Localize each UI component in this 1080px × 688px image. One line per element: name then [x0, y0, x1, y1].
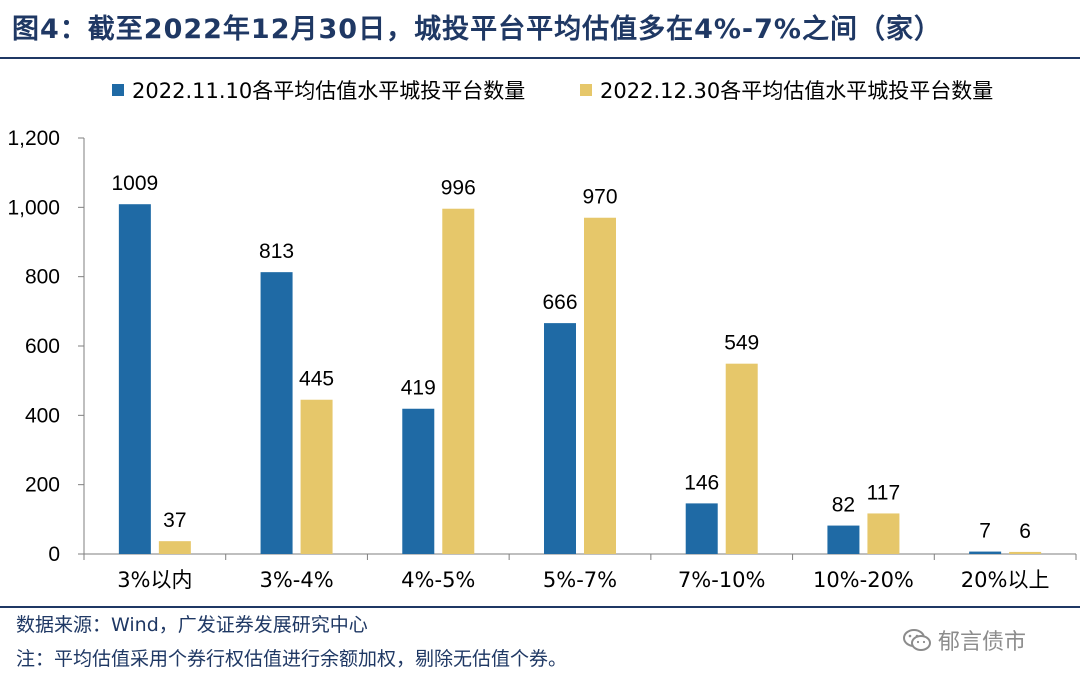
bar-dec30	[584, 217, 616, 554]
bar-nov10	[402, 408, 435, 554]
bar-chart: 2022.11.10各平均估值水平城投平台数量 2022.12.30各平均估值水平…	[7, 79, 1077, 592]
figure-title: 图4：截至2022年12月30日，城投平台平均估值多在4%-7%之间（家）	[12, 14, 942, 45]
footnote: 注：平均估值采用个券行权估值进行余额加权，剔除无估值个券。	[16, 648, 568, 670]
data-label: 146	[684, 471, 719, 494]
bar-nov10	[118, 204, 151, 555]
y-tick-label: 400	[25, 404, 60, 427]
data-label: 970	[582, 186, 617, 209]
data-label: 7	[979, 520, 991, 543]
bar-nov10	[544, 323, 576, 554]
data-label: 813	[259, 240, 294, 263]
footer-rule	[0, 606, 1080, 608]
y-axis: 0 200 400 600 800 1,000 1,200	[7, 127, 85, 566]
x-tick-label: 10%-20%	[813, 568, 914, 592]
data-label: 445	[299, 368, 334, 391]
y-tick-label: 600	[25, 335, 60, 358]
data-label: 1009	[111, 172, 158, 195]
data-labels: 1009 813 419 666 146 82 7 37 445 996 970 549 117 6	[111, 172, 1030, 543]
wechat-icon	[903, 629, 931, 651]
x-tick-label: 20%以上	[961, 568, 1050, 592]
legend-swatch-2	[580, 84, 592, 96]
data-label: 82	[832, 494, 855, 517]
watermark-text: 郁言债市	[938, 630, 1027, 655]
x-axis: 3%以内 3%-4% 4%-5% 5%-7% 7%-10% 10%-20% 20%以上	[83, 553, 1077, 592]
bar-nov10	[827, 525, 860, 554]
bar-nov10	[685, 503, 718, 554]
y-tick-label: 0	[48, 543, 60, 566]
y-tick-label: 200	[25, 474, 60, 497]
y-tick-label: 800	[25, 266, 60, 289]
x-tick-label: 7%-10%	[678, 568, 766, 592]
bar-dec30	[867, 513, 900, 554]
x-tick-label: 3%-4%	[259, 568, 333, 592]
y-tick-label: 1,000	[7, 196, 60, 219]
data-label: 6	[1019, 520, 1031, 543]
bar-dec30	[1009, 551, 1042, 554]
bar-dec30	[158, 541, 191, 554]
legend-swatch-1	[112, 84, 124, 96]
x-tick-label: 5%-7%	[543, 568, 617, 592]
source-note: 数据来源：Wind，广发证券发展研究中心	[16, 614, 368, 636]
chart-legend: 2022.11.10各平均估值水平城投平台数量 2022.12.30各平均估值水平…	[112, 79, 993, 103]
data-label: 996	[441, 177, 476, 200]
bar-dec30	[725, 363, 758, 554]
bar-dec30	[300, 399, 333, 554]
data-label: 666	[542, 291, 577, 314]
bar-series	[118, 204, 1042, 555]
bar-nov10	[260, 272, 293, 554]
watermark: 郁言债市	[902, 624, 1026, 656]
bar-dec30	[442, 208, 475, 554]
y-tick-label: 1,200	[7, 127, 60, 150]
legend-label-2: 2022.12.30各平均估值水平城投平台数量	[600, 79, 993, 103]
data-label: 117	[867, 481, 900, 504]
bar-nov10	[969, 551, 1002, 554]
x-tick-label: 4%-5%	[401, 568, 475, 592]
x-tick-label: 3%以内	[117, 568, 192, 592]
data-label: 37	[163, 509, 186, 532]
data-label: 419	[401, 377, 436, 400]
legend-label-1: 2022.11.10各平均估值水平城投平台数量	[132, 79, 525, 103]
title-rule	[0, 57, 1080, 59]
data-label: 549	[724, 332, 759, 355]
